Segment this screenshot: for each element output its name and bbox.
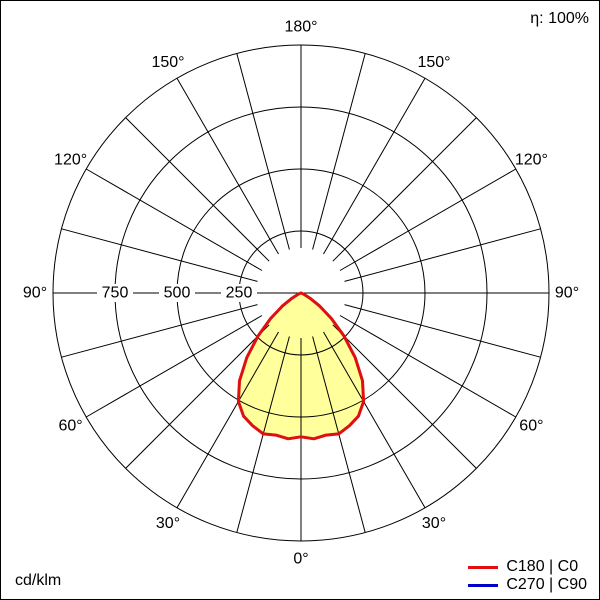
- svg-text:250: 250: [226, 285, 253, 302]
- svg-text:30°: 30°: [156, 515, 180, 532]
- svg-text:120°: 120°: [515, 152, 548, 169]
- legend-line-blue-icon: [468, 583, 499, 587]
- svg-text:60°: 60°: [519, 418, 543, 435]
- svg-text:500: 500: [164, 285, 191, 302]
- svg-text:180°: 180°: [284, 19, 317, 36]
- legend-item-c270-c90: C270 | C90: [468, 576, 587, 593]
- legend-label-c180-c0: C180 | C0: [506, 558, 579, 575]
- legend: C180 | C0 C270 | C90: [468, 558, 587, 593]
- svg-text:60°: 60°: [58, 418, 82, 435]
- legend-item-c180-c0: C180 | C0: [468, 558, 587, 575]
- svg-text:750: 750: [102, 285, 129, 302]
- legend-line-red-icon: [468, 565, 499, 569]
- legend-label-c270-c90: C270 | C90: [506, 576, 587, 593]
- svg-text:150°: 150°: [151, 54, 184, 71]
- svg-text:30°: 30°: [422, 515, 446, 532]
- svg-text:150°: 150°: [417, 54, 450, 71]
- unit-label: cd/klm: [15, 572, 62, 589]
- svg-text:0°: 0°: [293, 551, 308, 568]
- svg-text:90°: 90°: [23, 285, 47, 302]
- efficiency-label: η: 100%: [530, 10, 589, 27]
- svg-text:120°: 120°: [54, 152, 87, 169]
- svg-text:90°: 90°: [555, 285, 579, 302]
